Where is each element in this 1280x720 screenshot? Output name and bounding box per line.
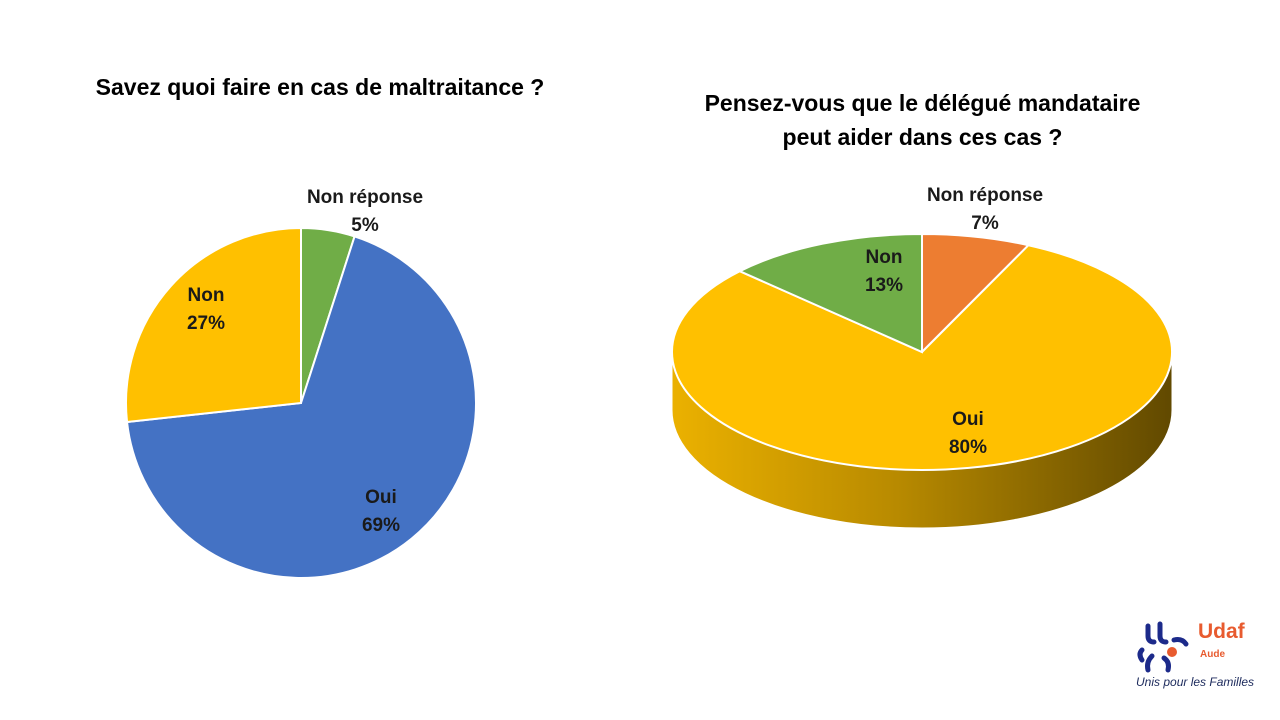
udaf-logo: Udaf Aude Unis pour les Familles — [1132, 620, 1272, 710]
chart-1-title: Savez quoi faire en cas de maltraitance … — [40, 70, 600, 104]
chart-2-title-line-2: peut aider dans ces cas ? — [782, 124, 1063, 150]
pie1-label-pct-2: 27% — [187, 313, 225, 334]
pie1-data-label-non-reponse: Non réponse 5% — [307, 187, 423, 236]
pie2-slice-oui — [671, 244, 1173, 471]
chart-2-title-line-1: Pensez-vous que le délégué mandataire — [704, 90, 1141, 116]
pie-chart-maltraitance: Non réponse 5% Oui 69% Non 27% — [125, 187, 477, 579]
pie2-slice-non — [737, 232, 923, 354]
udaf-logo-mark-icon — [1137, 621, 1189, 673]
pie2-data-label-oui: Oui 80% — [949, 409, 987, 458]
udaf-brand-text: Udaf — [1198, 620, 1245, 643]
pie2-slice-non-reponse — [921, 232, 1031, 355]
pie2-label-name-1: Oui — [952, 409, 984, 430]
chart-2-title: Pensez-vous que le délégué mandataire pe… — [650, 86, 1195, 154]
pie1-slice-oui — [125, 235, 477, 579]
pie1-label-pct-1: 69% — [362, 515, 400, 536]
pie2-label-pct-0: 7% — [971, 213, 999, 234]
udaf-subtitle-text: Aude — [1200, 649, 1225, 660]
pie1-label-name-1: Oui — [365, 487, 397, 508]
pie1-data-label-non: Non 27% — [187, 285, 225, 334]
pie2-data-label-non-reponse: Non réponse 7% — [927, 185, 1043, 234]
pie1-data-label-oui: Oui 69% — [362, 487, 400, 536]
pie2-label-name-2: Non — [866, 247, 903, 268]
pie1-label-name-2: Non — [188, 285, 225, 306]
pie2-label-pct-2: 13% — [865, 275, 903, 296]
pie1-label-pct-0: 5% — [351, 215, 379, 236]
pie1-slice-non — [125, 226, 302, 424]
pie2-label-name-0: Non réponse — [927, 185, 1043, 206]
pie-chart-delegue: Non réponse 7% Oui 80% Non 13% — [671, 185, 1173, 529]
chart-1-title-line: Savez quoi faire en cas de maltraitance … — [95, 74, 545, 100]
pie2-label-pct-1: 80% — [949, 437, 987, 458]
udaf-tagline-text: Unis pour les Familles — [1136, 675, 1255, 689]
pie2-data-label-non: Non 13% — [865, 247, 903, 296]
pie1-label-name-0: Non réponse — [307, 187, 423, 208]
